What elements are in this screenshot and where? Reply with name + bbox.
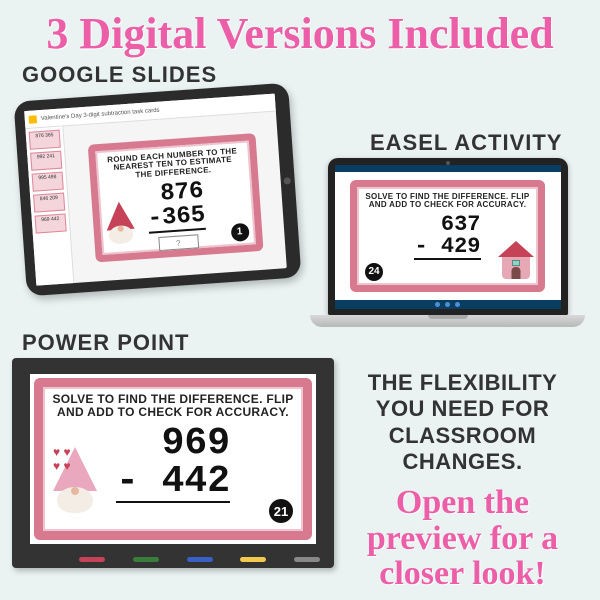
card-number-badge: 24 bbox=[365, 263, 383, 281]
nav-prev-icon[interactable] bbox=[435, 302, 440, 307]
math-bottom: -365 bbox=[147, 204, 206, 234]
preview-cta: Open the preview for a closer look! bbox=[345, 485, 580, 592]
slides-doc-title: Valentine's Day 3-digit subtraction task… bbox=[41, 107, 160, 121]
math-bottom: - 442 bbox=[116, 463, 230, 503]
nav-next-icon[interactable] bbox=[455, 302, 460, 307]
laptop-base bbox=[310, 315, 585, 327]
pen-icon bbox=[187, 557, 213, 562]
answer-box[interactable]: ? bbox=[158, 234, 199, 251]
laptop-screen: SOLVE TO FIND THE DIFFERENCE. FLIP AND A… bbox=[328, 158, 568, 316]
laptop-device: SOLVE TO FIND THE DIFFERENCE. FLIP AND A… bbox=[310, 158, 585, 327]
slide-thumb[interactable]: 995 498 bbox=[32, 172, 64, 192]
tablet-device: Valentine's Day 3-digit subtraction task… bbox=[14, 83, 302, 297]
hearts-icon: ♥ ♥♥ ♥ bbox=[53, 445, 71, 473]
card-instruction: SOLVE TO FIND THE DIFFERENCE. FLIP AND A… bbox=[365, 193, 530, 211]
card-number-badge: 21 bbox=[269, 499, 293, 523]
slides-app-icon bbox=[29, 115, 38, 124]
eraser-icon bbox=[294, 557, 320, 562]
task-card: SOLVE TO FIND THE DIFFERENCE. FLIP AND A… bbox=[34, 378, 312, 540]
slide-thumb[interactable]: 969 442 bbox=[35, 213, 67, 233]
card-instruction: SOLVE TO FIND THE DIFFERENCE. FLIP AND A… bbox=[51, 393, 295, 419]
task-card: ROUND EACH NUMBER TO THE NEAREST TEN TO … bbox=[87, 133, 263, 262]
card-math: 969 - 442 bbox=[116, 425, 230, 503]
easel-nav-bar bbox=[335, 300, 561, 309]
math-top: 637 bbox=[414, 214, 480, 236]
card-math: 876 -365 bbox=[145, 180, 206, 234]
page-title: 3 Digital Versions Included bbox=[0, 0, 600, 61]
label-easel-activity: EASEL ACTIVITY bbox=[370, 130, 562, 156]
task-card: SOLVE TO FIND THE DIFFERENCE. FLIP AND A… bbox=[350, 180, 545, 292]
smartboard-screen: SOLVE TO FIND THE DIFFERENCE. FLIP AND A… bbox=[30, 374, 316, 544]
slide-thumb[interactable]: 876 365 bbox=[29, 130, 61, 150]
pen-icon bbox=[26, 557, 52, 562]
label-power-point: POWER POINT bbox=[22, 330, 189, 356]
pen-icon bbox=[79, 557, 105, 562]
pen-icon bbox=[133, 557, 159, 562]
slide-thumb[interactable]: 846 209 bbox=[33, 193, 65, 213]
tablet-screen: Valentine's Day 3-digit subtraction task… bbox=[24, 94, 287, 286]
slides-canvas: ROUND EACH NUMBER TO THE NEAREST TEN TO … bbox=[63, 112, 286, 283]
label-google-slides: GOOGLE SLIDES bbox=[22, 62, 217, 88]
pen-tray bbox=[12, 554, 334, 564]
pen-icon bbox=[240, 557, 266, 562]
math-top: 969 bbox=[116, 425, 230, 463]
gnome-icon bbox=[102, 200, 137, 252]
card-number-badge: 1 bbox=[230, 222, 249, 241]
smartboard-device: SOLVE TO FIND THE DIFFERENCE. FLIP AND A… bbox=[12, 358, 334, 568]
mushroom-house-icon bbox=[498, 241, 534, 281]
card-instruction: ROUND EACH NUMBER TO THE NEAREST TEN TO … bbox=[103, 147, 243, 183]
easel-header-bar bbox=[335, 165, 561, 172]
math-bottom: - 429 bbox=[414, 236, 480, 260]
flexibility-caption: THE FLEXIBILITY YOU NEED FOR CLASSROOM C… bbox=[345, 370, 580, 476]
nav-page-icon[interactable] bbox=[445, 302, 450, 307]
slide-thumb[interactable]: 992 241 bbox=[30, 151, 62, 171]
card-math: 637 - 429 bbox=[414, 214, 480, 260]
gnome-icon: ♥ ♥♥ ♥ bbox=[51, 447, 99, 525]
easel-stage: SOLVE TO FIND THE DIFFERENCE. FLIP AND A… bbox=[335, 172, 561, 300]
